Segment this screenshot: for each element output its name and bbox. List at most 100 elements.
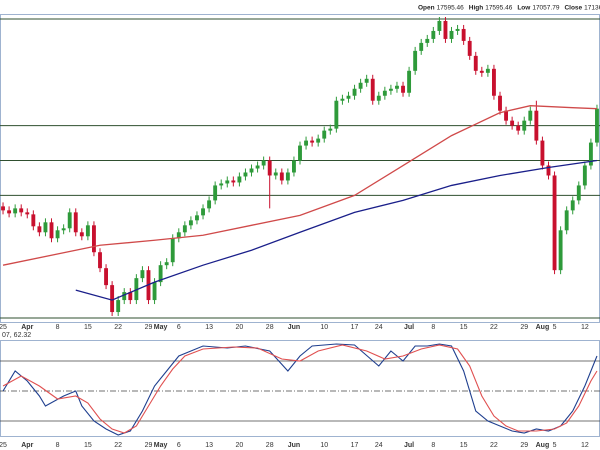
candle-body [55,230,60,239]
x-tick-label: 28 [266,442,274,449]
candle-body [31,214,36,227]
x-tick-label: 10 [320,324,328,331]
candle-body [128,292,133,301]
candle-body [261,160,266,166]
candle-body [152,282,157,301]
x-tick-label: 6 [177,324,181,331]
candle-body [425,38,430,43]
x-tick-label: 8 [56,442,60,449]
indicator-line [2,343,598,436]
candle-body [473,55,478,71]
candle-body [467,40,472,56]
x-tick-label: 28 [266,324,274,331]
header-label: Close [564,5,582,12]
x-tick-label: 29 [145,442,153,449]
candle-body [595,108,599,143]
x-tick-label: 22 [490,442,498,449]
candle-body [67,212,72,229]
header-value: 17057.79 [532,5,559,12]
candle-body [158,265,163,283]
candle-body [582,165,587,186]
candle-body [570,200,575,211]
candle-body [213,185,218,201]
x-tick-label: 12 [581,442,589,449]
x-tick-label: Aug [536,442,550,449]
candle-body [370,78,375,101]
candle-body [279,172,284,181]
x-tick-label: 5 [553,442,557,449]
x-tick-label: 15 [460,324,468,331]
candle-body [1,206,5,211]
candle-body [255,165,260,169]
stochastic-label: 07, 62.32 [2,332,31,339]
candle-body [528,110,533,121]
candle-body [285,172,290,181]
candle-body [49,222,54,239]
candle-body [140,270,145,279]
x-tick-label: 24 [375,442,383,449]
header-label: High [469,5,483,12]
candle-body [304,140,308,146]
header-value: 17136.30 [584,5,600,12]
candle-body [413,50,418,71]
candle-body [455,28,460,31]
x-tick-label: 25 [0,324,7,331]
candle-body [558,230,563,271]
candle-body [201,208,205,216]
candle-body [564,210,569,231]
indicator-line [2,105,597,266]
candle-body [498,95,502,111]
x-tick-label: 8 [431,442,435,449]
candle-body [588,142,593,166]
x-tick-label: 15 [84,324,92,331]
candle-body [376,95,381,101]
candle-body [334,100,339,129]
x-tick-label: 13 [205,324,213,331]
x-tick-label: 22 [114,324,122,331]
candle-body [504,110,508,121]
candle-body [7,210,12,214]
candle-body [273,172,278,176]
candle-body [249,168,254,173]
x-tick-label: 15 [84,442,92,449]
candle-body [576,185,581,201]
candle-body [237,176,242,183]
candle-body [164,262,169,266]
candle-body [298,145,302,161]
candle-body [461,28,466,41]
x-tick-label: Jun [288,324,300,331]
candle-body [25,212,30,215]
candle-body [43,222,48,233]
x-tick-label: 29 [520,442,528,449]
candle-body [19,208,24,213]
candle-body [328,128,333,131]
x-tick-label: 22 [490,324,498,331]
candle-body [188,220,193,226]
candle-body [419,42,424,51]
x-tick-label: 22 [114,442,122,449]
candle-body [510,120,515,126]
candle-body [110,285,115,313]
candle-body [346,95,351,99]
candle-body [116,300,121,313]
candle-body [516,125,521,131]
indicator-line [2,344,598,434]
candle-body [92,225,96,253]
candle-body [61,228,66,231]
candle-body [267,160,272,176]
candle-body [79,232,84,237]
x-tick-label: May [154,442,168,449]
x-tick-label: 20 [235,324,243,331]
candle-body [170,238,175,263]
candle-body [134,278,139,301]
x-tick-label: Apr [21,442,33,449]
candle-body [292,160,296,173]
candle-body [85,225,90,237]
candle-body [388,88,393,91]
candle-body [552,175,557,271]
candle-body [546,165,551,176]
candle-body [195,215,199,221]
x-tick-label: 17 [351,324,359,331]
candle-body [401,85,405,93]
